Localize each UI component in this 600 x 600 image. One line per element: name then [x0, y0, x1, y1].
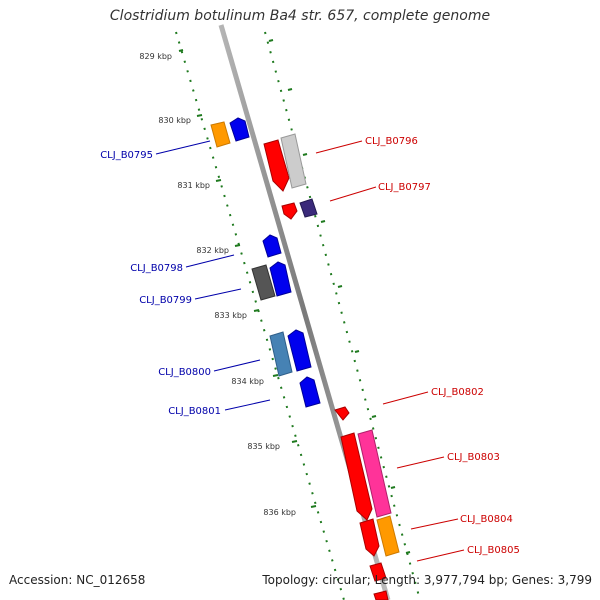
gene-lightgray[interactable]	[280, 133, 307, 189]
tick-label: 834 kbp	[231, 377, 264, 386]
tick-track-left	[175, 31, 345, 600]
tick-track-right	[264, 31, 421, 600]
gene-label-clj-b0798[interactable]: CLJ_B0798	[130, 263, 183, 274]
tick-label: 836 kbp	[263, 508, 296, 517]
gene-clj-b0805[interactable]	[369, 562, 389, 600]
gene-label-clj-b0799[interactable]: CLJ_B0799	[139, 295, 192, 306]
gene-clj-b0804[interactable]	[359, 515, 400, 557]
gene-clj-b0795[interactable]	[229, 117, 250, 142]
tick-label: 833 kbp	[214, 311, 247, 320]
tick-label: 832 kbp	[196, 246, 229, 255]
gene-clj-b0799[interactable]	[269, 261, 292, 297]
gene-cds-orange[interactable]	[210, 121, 231, 148]
gene-clj-b0798[interactable]	[262, 234, 282, 258]
tick-label: 829 kbp	[139, 52, 172, 61]
gene-label-clj-b0800[interactable]: CLJ_B0800	[158, 367, 211, 378]
gene-gray[interactable]	[251, 264, 276, 301]
gene-clj-b0800[interactable]	[287, 329, 312, 372]
accession-text: Accession: NC_012658	[9, 573, 146, 587]
genome-stats-text: Topology: circular; Length: 3,977,794 bp…	[262, 573, 592, 587]
gene-label-clj-b0802[interactable]: CLJ_B0802	[431, 387, 484, 398]
major-ticks-right	[268, 39, 411, 554]
gene-clj-b0797[interactable]	[281, 198, 318, 220]
label-leaders-right	[315, 140, 465, 562]
gene-label-clj-b0795[interactable]: CLJ_B0795	[100, 150, 153, 161]
gene-label-clj-b0803[interactable]: CLJ_B0803	[447, 452, 500, 463]
gene-label-clj-b0804[interactable]: CLJ_B0804	[460, 514, 513, 525]
gene-clj-b0801[interactable]	[299, 376, 321, 408]
gene-label-clj-b0797[interactable]: CLJ_B0797	[378, 182, 431, 193]
gene-label-clj-b0805[interactable]: CLJ_B0805	[467, 545, 520, 556]
gene-label-clj-b0801[interactable]: CLJ_B0801	[168, 406, 221, 417]
gene-clj-b0796[interactable]	[263, 139, 290, 192]
gene-clj-b0803[interactable]	[340, 429, 392, 521]
gene-clj-b0802[interactable]	[334, 406, 350, 421]
label-leaders-left	[155, 140, 271, 411]
tick-label: 835 kbp	[247, 442, 280, 451]
gene-steelblue[interactable]	[269, 331, 293, 377]
major-ticks-left	[178, 49, 317, 508]
map-title: Clostridium botulinum Ba4 str. 657, comp…	[109, 8, 491, 24]
tick-label: 831 kbp	[177, 181, 210, 190]
gene-label-clj-b0796[interactable]: CLJ_B0796	[365, 136, 418, 147]
tick-label: 830 kbp	[158, 116, 191, 125]
